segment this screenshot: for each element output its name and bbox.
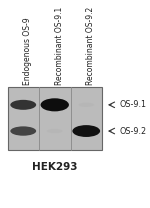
FancyBboxPatch shape [8,87,102,150]
Ellipse shape [72,125,100,137]
Text: HEK293: HEK293 [32,162,78,172]
Text: Recombinant OS-9.1: Recombinant OS-9.1 [55,7,64,85]
Ellipse shape [78,103,94,107]
Text: Recombinant OS-9.2: Recombinant OS-9.2 [86,7,95,85]
Ellipse shape [10,100,36,110]
Text: Endogenous OS-9: Endogenous OS-9 [23,18,32,85]
Ellipse shape [47,129,63,133]
Text: OS-9.2: OS-9.2 [120,126,147,136]
Text: OS-9.1: OS-9.1 [120,100,147,109]
Ellipse shape [10,126,36,136]
Ellipse shape [40,98,69,111]
